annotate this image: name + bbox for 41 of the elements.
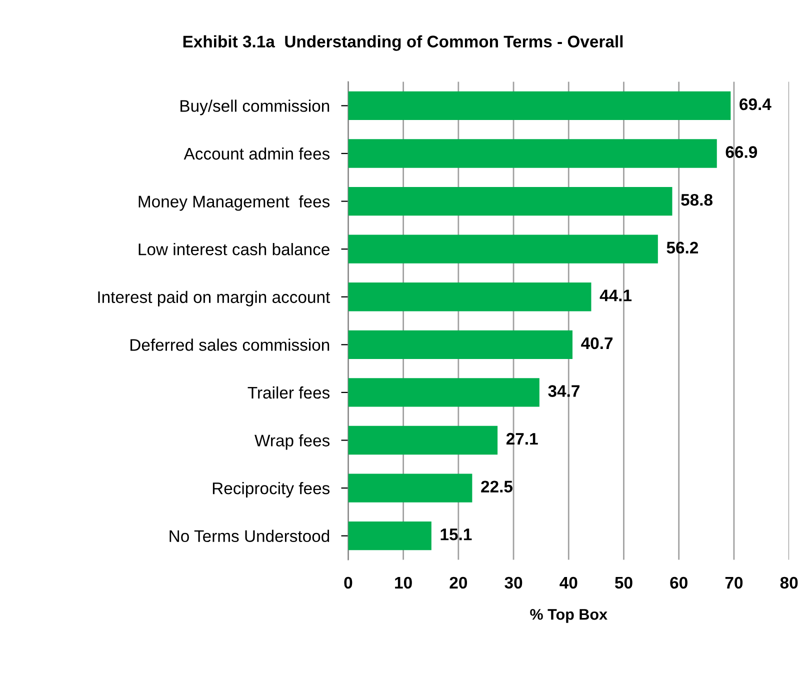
y-tick-label: Buy/sell commission	[180, 100, 330, 116]
bar	[348, 474, 472, 502]
bar	[348, 521, 432, 550]
x-tick-label: 60	[670, 576, 688, 589]
data-label: 69.4	[740, 98, 772, 110]
y-tick-label: No Terms Understood	[170, 530, 330, 542]
bar	[348, 186, 672, 216]
bar	[348, 139, 717, 168]
bar	[348, 234, 658, 264]
y-tick-label: Interest paid on margin account	[98, 290, 330, 306]
x-tick-label: 0	[344, 576, 352, 589]
bar	[348, 378, 540, 407]
y-tick-label: Wrap fees	[254, 434, 330, 450]
y-tick-label: Account admin fees	[184, 147, 330, 160]
data-label: 44.1	[600, 290, 632, 302]
data-label: 34.7	[548, 385, 580, 397]
bar	[348, 330, 572, 359]
data-label: 22.5	[481, 480, 512, 493]
bar	[348, 91, 731, 120]
data-label: 56.2	[666, 242, 698, 254]
data-label: 27.1	[506, 432, 538, 445]
data-label: 66.9	[726, 146, 758, 158]
bar	[348, 282, 592, 312]
x-tick-label: 80	[780, 576, 798, 589]
x-tick-label: 70	[725, 576, 743, 589]
y-tick-label: Low interest cash balance	[138, 243, 330, 256]
data-label: 40.7	[581, 337, 613, 350]
x-tick-label: 10	[395, 576, 412, 589]
data-label: 58.8	[681, 194, 712, 206]
y-tick-label: Money Management fees	[138, 195, 330, 211]
x-tick-label: 30	[504, 576, 522, 589]
chart-title: Exhibit 3.1a Understanding of Common Terms - Overall	[183, 35, 623, 51]
bar	[348, 426, 498, 455]
x-axis-title: % Top Box	[530, 609, 608, 623]
x-tick-label: 40	[560, 576, 578, 589]
x-tick-label: 20	[450, 576, 467, 589]
x-tick-label: 50	[614, 576, 632, 589]
y-tick-label: Trailer fees	[248, 386, 330, 399]
y-tick-label: Deferred sales commission	[130, 338, 330, 351]
y-tick-label: Reciprocity fees	[212, 482, 330, 498]
data-label: 15.1	[440, 528, 472, 540]
